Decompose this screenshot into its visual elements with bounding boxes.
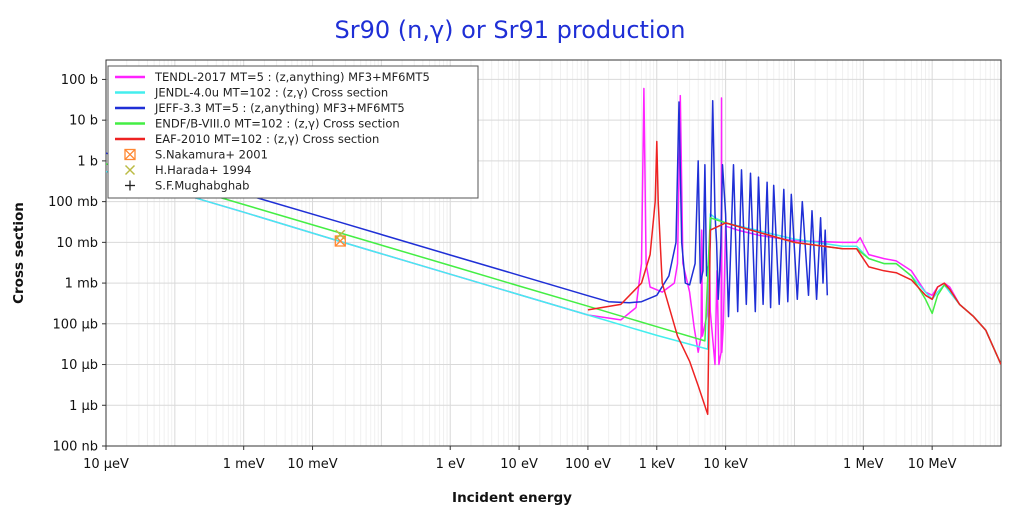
series-2-line — [106, 99, 829, 318]
y-tick-label: 100 μb — [53, 317, 98, 332]
y-axis-label: Cross section — [11, 202, 27, 304]
x-tick-label: 100 eV — [565, 457, 611, 472]
x-tick-label: 10 MeV — [908, 457, 957, 472]
x-tick-label: 10 μeV — [83, 457, 129, 472]
y-tick-label: 100 mb — [48, 195, 98, 210]
plot-area — [105, 59, 1002, 447]
legend-marker — [124, 148, 136, 161]
legend-entry: JEFF-3.3 MT=5 : (z,anything) MF3+MF6MT5 — [154, 101, 405, 115]
grid-lines — [105, 60, 1002, 447]
legend-box — [107, 65, 479, 199]
legend-marker — [124, 164, 136, 176]
series-4-line — [587, 140, 1001, 416]
legend-entry: S.F.Mughabghab — [155, 179, 249, 193]
series-0-line — [106, 87, 1001, 366]
y-tick-label: 100 nb — [53, 440, 98, 455]
legend-entry: ENDF/B-VIII.0 MT=102 : (z,γ) Cross secti… — [155, 117, 400, 131]
legend-entry: H.Harada+ 1994 — [155, 163, 251, 177]
x-tick-label: 1 keV — [639, 457, 675, 472]
x-tick-label: 10 meV — [287, 457, 337, 472]
legend-entry: TENDL-2017 MT=5 : (z,anything) MF3+MF6MT… — [154, 70, 430, 84]
y-tick-label: 10 μb — [61, 358, 98, 373]
x-tick-label: 10 keV — [703, 457, 748, 472]
y-tick-label: 1 μb — [69, 399, 98, 414]
x-axis-label: Incident energy — [452, 490, 572, 506]
chart-title: Sr90 (n,γ) or Sr91 production — [335, 16, 686, 44]
y-tick-label: 100 b — [61, 73, 98, 88]
x-tick-label: 10 eV — [500, 457, 538, 472]
y-tick-label: 10 b — [69, 114, 98, 129]
x-tick-label: 1 eV — [436, 457, 465, 472]
legend-entry: EAF-2010 MT=102 : (z,γ) Cross section — [155, 132, 379, 146]
legend-marker — [125, 180, 135, 191]
y-tick-label: 1 mb — [65, 277, 98, 292]
x-tick-label: 1 MeV — [843, 457, 884, 472]
legend: TENDL-2017 MT=5 : (z,anything) MF3+MF6MT… — [107, 65, 479, 199]
x-tick-label: 1 meV — [223, 457, 265, 472]
series-layer — [106, 87, 1001, 416]
y-tick-label: 1 b — [77, 154, 98, 169]
y-axis-ticks: 100 b 10 b 1 b 100 mb 10 mb 1 mb 100 μb 10 μb 1 … — [48, 73, 106, 455]
legend-entry: JENDL-4.0u MT=102 : (z,γ) Cross section — [154, 86, 388, 100]
legend-entry: S.Nakamura+ 2001 — [155, 148, 268, 162]
x-axis-ticks: 10 μeV 1 meV 10 meV 1 eV 10 eV 100 eV 1 keV 10 … — [83, 446, 957, 472]
y-tick-label: 10 mb — [56, 236, 98, 251]
series-1-line — [106, 170, 1001, 365]
series-6-marker — [335, 229, 346, 240]
